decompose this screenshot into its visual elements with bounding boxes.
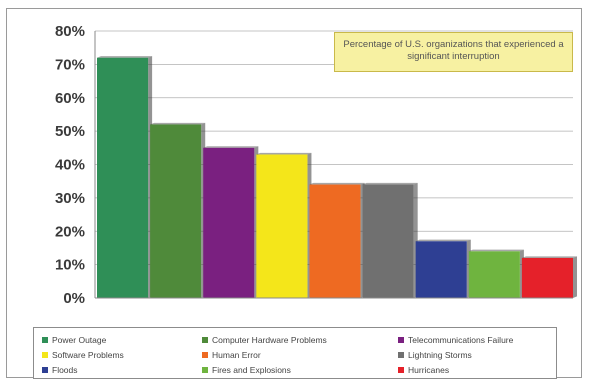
y-tick-label: 70% [55,56,85,73]
y-tick-label: 50% [55,123,85,140]
y-tick-label: 0% [63,290,85,307]
legend-label: Floods [52,364,78,375]
bar-top [203,146,259,148]
legend-swatch [42,351,48,358]
legend-label: Computer Hardware Problems [212,334,327,345]
bar-top [256,152,312,155]
legend-swatch [42,366,48,373]
bar-top [309,182,365,185]
y-tick-label: 20% [55,223,85,240]
legend-label: Hurricanes [408,364,450,375]
legend-item: Hurricanes [398,362,558,377]
bar-computer-hardware-problems [150,124,202,298]
legend-label: Power Outage [52,334,107,345]
y-tick-label: 40% [55,157,85,174]
legend-item: Human Error [202,347,398,362]
legend-label: Software Problems [52,349,124,360]
y-tick-label: 80% [55,23,85,40]
legend-swatch [398,351,404,358]
bar-top [468,249,524,252]
legend-item: Fires and Explosions [202,362,398,377]
legend-swatch [42,336,48,343]
legend-swatch [202,351,208,358]
bars [97,56,577,299]
bar-human-error [309,184,361,298]
bar-top [415,239,471,242]
bar-top [150,122,206,125]
bar-top [97,56,153,58]
bar-top [521,256,577,258]
y-axis-ticks: 0% 10% 20% 30% 40% 50% 60% 70% 80% [55,23,85,307]
legend-label: Telecommunications Failure [408,334,514,345]
legend-item: Floods [42,362,202,377]
legend-swatch [398,336,404,343]
legend-item: Telecommunications Failure [398,332,558,347]
legend-swatch [398,366,404,373]
legend-swatch [202,336,208,343]
legend-label: Human Error [212,349,261,360]
legend-label: Fires and Explosions [212,364,291,375]
chart-annotation: Percentage of U.S. organizations that ex… [334,32,573,72]
legend-item: Software Problems [42,347,202,362]
bar-lightning-storms [362,184,414,298]
legend: Power Outage Computer Hardware Problems Te… [33,327,557,379]
y-tick-label: 10% [55,257,85,274]
legend-item: Lightning Storms [398,347,558,362]
chart-frame: 0% 10% 20% 30% 40% 50% 60% 70% 80% Percentage of… [6,8,582,379]
legend-label: Lightning Storms [408,349,472,360]
bar-floods [415,241,467,298]
y-tick-label: 60% [55,90,85,107]
bar-chart: 0% 10% 20% 30% 40% 50% 60% 70% 80% [55,23,577,307]
bar-top [362,182,418,185]
bar-fires-and-explosions [468,251,520,298]
bar-hurricanes [521,257,573,298]
bar-power-outage [97,57,149,299]
legend-item: Computer Hardware Problems [202,332,398,347]
legend-item: Power Outage [42,332,202,347]
y-tick-label: 30% [55,190,85,207]
bar-side [573,256,577,298]
legend-swatch [202,366,208,373]
bar-telecommunications-failure [203,147,255,298]
bar-software-problems [256,154,308,298]
